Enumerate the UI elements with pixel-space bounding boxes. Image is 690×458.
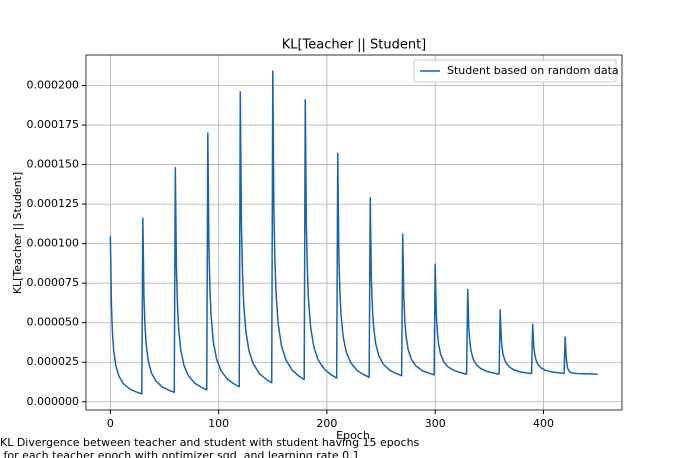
- y-tick-label: 0.000150: [27, 158, 80, 171]
- y-tick-label: 0.000075: [27, 276, 80, 289]
- y-tick-label: 0.000125: [27, 197, 80, 210]
- x-axis-label: Epoch: [336, 429, 370, 442]
- y-tick-label: 0.000050: [27, 316, 80, 329]
- x-tick-label: 0: [107, 417, 114, 430]
- x-tick-label: 200: [316, 417, 337, 430]
- y-tick-label: 0.000200: [27, 79, 80, 92]
- y-tick-label: 0.000000: [27, 395, 80, 408]
- y-tick-label: 0.000025: [27, 355, 80, 368]
- y-axis-label: KL[Teacher || Student]: [11, 172, 24, 294]
- x-tick-label: 300: [425, 417, 446, 430]
- chart-title: KL[Teacher || Student]: [282, 38, 427, 53]
- caption-line: for each teacher epoch with optimizer sg…: [0, 449, 360, 458]
- legend-label: Student based on random data: [447, 64, 619, 77]
- x-tick-label: 400: [533, 417, 554, 430]
- y-tick-label: 0.000175: [27, 118, 80, 131]
- plot-frame: [85, 54, 623, 411]
- x-tick-label: 100: [208, 417, 229, 430]
- series-line: [109, 70, 598, 395]
- y-tick-label: 0.000100: [27, 237, 80, 250]
- legend-box: [413, 59, 617, 83]
- caption-line: KL Divergence between teacher and studen…: [0, 436, 420, 449]
